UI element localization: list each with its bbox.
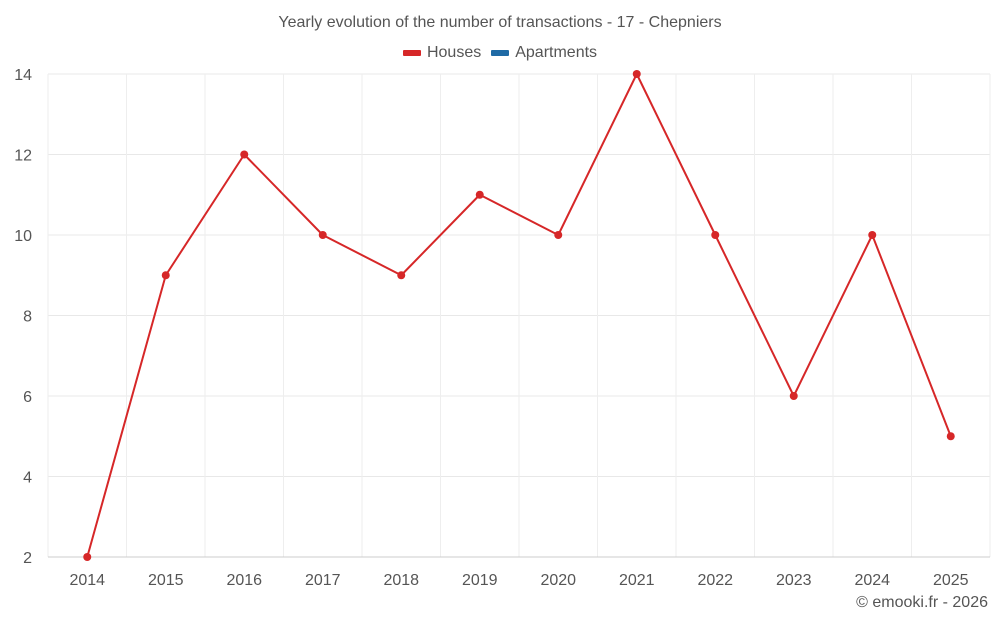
x-tick-label-2015: 2015 [148,572,184,589]
x-tick-label-2014: 2014 [69,572,105,589]
y-tick-label-6: 6 [23,389,32,406]
x-tick-label-2024: 2024 [854,572,890,589]
data-point-houses-2017[interactable] [318,231,327,239]
data-point-houses-2022[interactable] [711,231,720,239]
legend-item-houses[interactable]: Houses [402,44,482,62]
data-point-houses-2015[interactable] [161,271,170,280]
series-layer [83,70,955,561]
grid [47,73,991,557]
data-point-houses-2018[interactable] [397,271,406,280]
data-point-houses-2021[interactable] [632,70,641,78]
x-axis-labels: 2014 2015 2016 2017 2018 2019 2020 2021 2022 2023… [69,572,968,589]
y-tick-label-14: 14 [14,67,32,84]
legend-label-houses: Houses [426,44,482,61]
x-tick-label-2025: 2025 [933,572,969,589]
series-line-houses [86,73,952,558]
data-point-houses-2020[interactable] [554,231,563,239]
x-tick-label-2017: 2017 [305,572,341,589]
x-tick-label-2018: 2018 [383,572,419,589]
y-tick-label-10: 10 [14,228,32,245]
chart-title: Yearly evolution of the number of transa… [278,14,722,31]
legend-item-apartments[interactable]: Apartments [491,44,597,62]
y-tick-label-12: 12 [14,148,32,165]
data-point-houses-2019[interactable] [475,190,484,199]
y-axis-labels: 2 4 6 8 10 12 14 [14,67,32,567]
x-tick-label-2019: 2019 [462,572,498,589]
x-tick-label-2020: 2020 [540,572,576,589]
data-point-houses-2023[interactable] [789,392,798,400]
data-point-houses-2014[interactable] [83,553,92,561]
credit-text: © emooki.fr - 2026 [856,594,988,611]
y-tick-label-2: 2 [23,550,32,567]
y-tick-label-4: 4 [23,470,32,487]
legend-swatch-houses [402,50,421,56]
data-point-houses-2016[interactable] [240,150,249,159]
x-tick-label-2021: 2021 [619,572,655,589]
data-point-houses-2024[interactable] [868,231,877,239]
x-tick-label-2016: 2016 [226,572,262,589]
legend-label-apartments: Apartments [515,44,598,61]
x-tick-label-2023: 2023 [776,572,812,589]
y-tick-label-8: 8 [23,309,32,326]
legend: Houses Apartments [0,44,1000,62]
x-tick-label-2022: 2022 [697,572,733,589]
data-point-houses-2025[interactable] [946,432,955,441]
legend-swatch-apartments [491,50,510,56]
